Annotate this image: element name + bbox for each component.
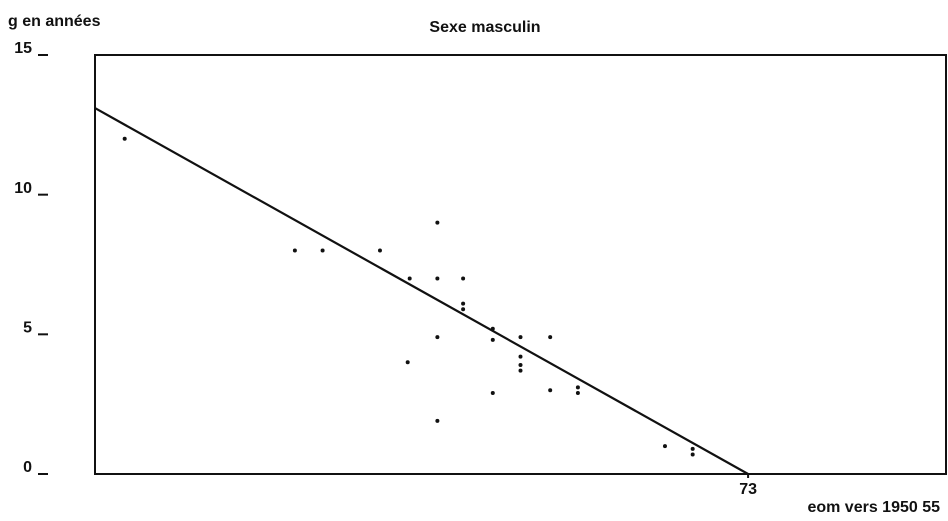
point	[461, 276, 466, 281]
point	[518, 335, 523, 340]
point	[407, 276, 412, 281]
point	[377, 248, 382, 253]
fit-line	[94, 107, 749, 475]
point	[518, 354, 523, 359]
point	[405, 360, 410, 365]
point	[490, 390, 495, 395]
point	[575, 390, 580, 395]
x-axis-label: eom vers 1950 55	[807, 499, 940, 516]
y-tick-label: 5	[23, 320, 32, 337]
point	[490, 337, 495, 342]
point	[575, 385, 580, 390]
point	[518, 363, 523, 368]
point	[490, 326, 495, 331]
point	[690, 452, 695, 457]
point	[435, 276, 440, 281]
point	[122, 136, 127, 141]
point	[461, 307, 466, 312]
point	[320, 248, 325, 253]
y-tick-label: 15	[14, 40, 32, 57]
point	[662, 444, 667, 449]
point	[292, 248, 297, 253]
x-tick-label: 73	[739, 481, 757, 498]
y-axis-label: g en années	[8, 13, 101, 30]
point	[435, 418, 440, 423]
point	[548, 335, 553, 340]
point	[435, 220, 440, 225]
y-tick-label: 0	[23, 459, 32, 476]
chart-title: Sexe masculin	[429, 19, 540, 36]
point	[461, 301, 466, 306]
point	[548, 388, 553, 393]
point	[435, 335, 440, 340]
plot-frame	[94, 54, 947, 475]
point	[518, 368, 523, 373]
point	[690, 446, 695, 451]
y-tick-label: 10	[14, 180, 32, 197]
